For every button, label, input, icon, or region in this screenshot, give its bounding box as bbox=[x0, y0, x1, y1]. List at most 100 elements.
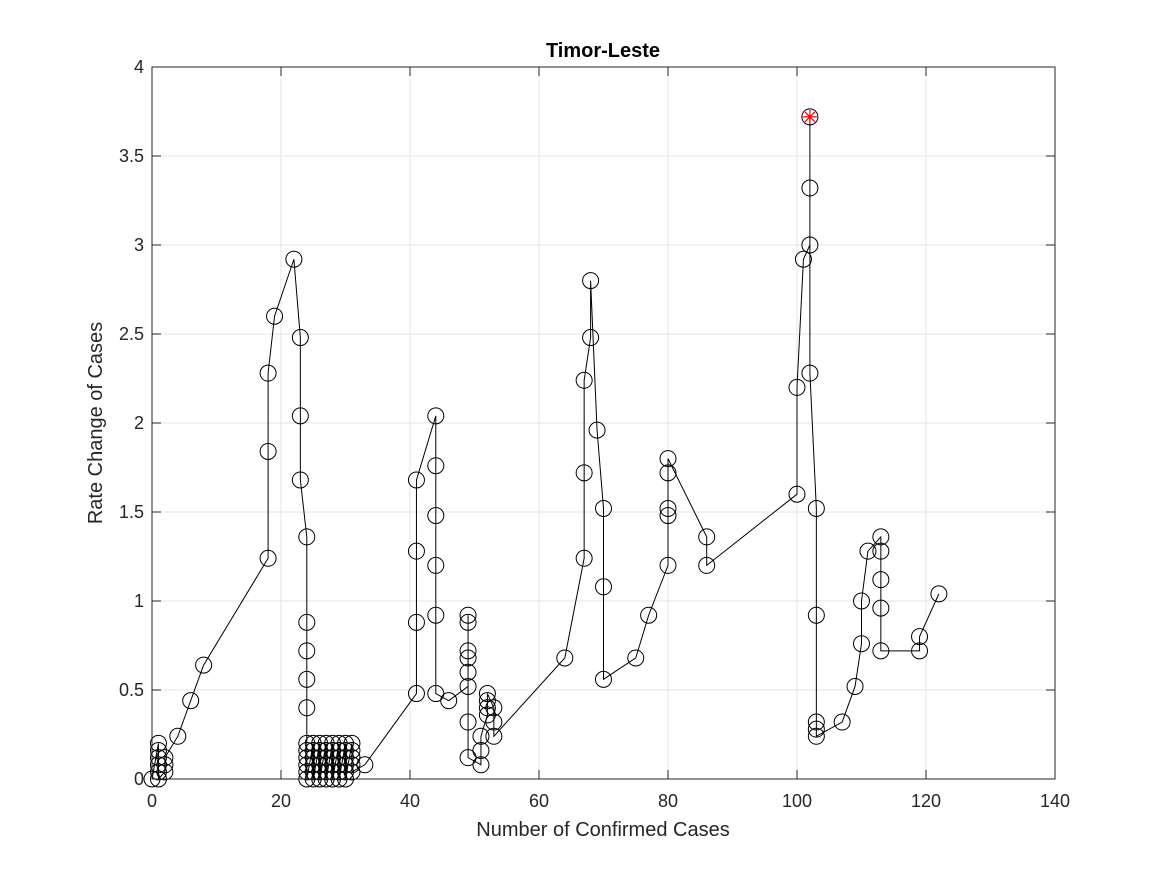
data-point bbox=[588, 421, 606, 439]
data-point bbox=[427, 606, 445, 624]
y-tick-label: 1 bbox=[134, 591, 144, 611]
data-point bbox=[343, 749, 361, 767]
data-point bbox=[440, 692, 458, 710]
data-point bbox=[343, 734, 361, 752]
data-point bbox=[595, 578, 612, 596]
data-point bbox=[156, 763, 174, 781]
y-axis-label: Rate Change of Cases bbox=[85, 322, 107, 524]
data-point bbox=[304, 734, 322, 752]
data-point bbox=[846, 677, 864, 695]
data-point bbox=[459, 642, 477, 660]
data-point bbox=[478, 685, 496, 703]
data-point bbox=[291, 471, 309, 489]
data-point bbox=[330, 756, 348, 774]
data-point bbox=[788, 378, 806, 396]
data-point bbox=[337, 734, 354, 752]
y-tick-label: 0 bbox=[134, 769, 144, 789]
data-point bbox=[640, 606, 658, 624]
data-point bbox=[427, 457, 445, 475]
data-point bbox=[478, 692, 496, 710]
data-point bbox=[698, 528, 716, 546]
data-point bbox=[330, 749, 348, 767]
data-point bbox=[659, 499, 677, 517]
highlight-asterisk-stroke bbox=[804, 111, 816, 123]
data-point bbox=[472, 727, 490, 745]
data-point bbox=[317, 749, 335, 767]
data-point bbox=[485, 699, 503, 717]
chart-title: Timor-Leste bbox=[546, 40, 660, 62]
data-point bbox=[698, 556, 716, 574]
data-point bbox=[459, 663, 477, 681]
data-point bbox=[337, 763, 354, 781]
data-point bbox=[801, 236, 819, 254]
data-point bbox=[911, 642, 929, 660]
data-point bbox=[659, 507, 677, 525]
x-tick-label: 120 bbox=[911, 791, 941, 811]
data-point bbox=[311, 742, 329, 760]
data-point bbox=[807, 606, 825, 624]
data-point bbox=[485, 727, 503, 745]
data-point bbox=[575, 464, 593, 482]
y-tick-label: 2 bbox=[134, 413, 144, 433]
data-point bbox=[833, 713, 851, 731]
data-point bbox=[807, 727, 825, 745]
data-point bbox=[582, 272, 600, 290]
data-point bbox=[807, 720, 825, 738]
y-tick-label: 3 bbox=[134, 235, 144, 255]
data-point bbox=[459, 649, 477, 667]
data-point bbox=[330, 734, 348, 752]
data-point bbox=[298, 642, 316, 660]
data-point bbox=[478, 699, 496, 717]
data-point bbox=[259, 364, 277, 382]
x-tick-label: 100 bbox=[782, 791, 812, 811]
data-point bbox=[853, 592, 870, 610]
data-point bbox=[285, 250, 303, 268]
data-point bbox=[324, 749, 342, 767]
data-point bbox=[427, 685, 445, 703]
data-point bbox=[337, 742, 354, 760]
data-point bbox=[182, 692, 200, 710]
x-tick-label: 0 bbox=[147, 791, 157, 811]
data-point bbox=[317, 756, 335, 774]
data-point bbox=[659, 450, 677, 468]
data-point bbox=[298, 756, 316, 774]
data-point bbox=[575, 371, 593, 389]
data-point bbox=[427, 507, 445, 525]
data-point bbox=[149, 756, 167, 774]
data-point bbox=[459, 613, 477, 631]
data-point bbox=[575, 549, 593, 567]
data-point bbox=[407, 542, 425, 560]
y-tick-label: 2.5 bbox=[119, 324, 144, 344]
data-point bbox=[485, 713, 503, 731]
data-point bbox=[169, 727, 187, 745]
data-point bbox=[298, 742, 316, 760]
data-point bbox=[149, 734, 167, 752]
data-point bbox=[259, 549, 277, 567]
data-point bbox=[311, 734, 329, 752]
data-point bbox=[149, 749, 167, 767]
data-point bbox=[195, 656, 213, 674]
data-point bbox=[794, 250, 812, 268]
data-point bbox=[872, 542, 890, 560]
data-point bbox=[343, 756, 361, 774]
data-point bbox=[356, 756, 374, 774]
data-point bbox=[298, 613, 316, 631]
data-point bbox=[304, 756, 322, 774]
data-point bbox=[911, 628, 929, 646]
data-point bbox=[859, 542, 877, 560]
data-point bbox=[298, 528, 316, 546]
data-point bbox=[149, 763, 167, 781]
data-point bbox=[459, 606, 477, 624]
data-series bbox=[143, 108, 948, 788]
data-point bbox=[304, 742, 322, 760]
data-point bbox=[407, 613, 425, 631]
data-point bbox=[156, 749, 174, 767]
data-point bbox=[872, 528, 890, 546]
data-point bbox=[459, 749, 477, 767]
data-point bbox=[324, 756, 342, 774]
data-point bbox=[459, 677, 477, 695]
highlight-marker bbox=[802, 109, 817, 124]
data-point bbox=[337, 756, 354, 774]
data-point bbox=[801, 179, 819, 197]
